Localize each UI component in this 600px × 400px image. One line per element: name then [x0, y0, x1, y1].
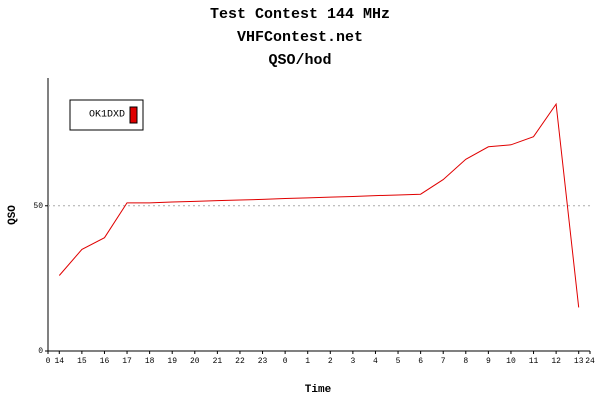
x-tick-label: 22: [235, 357, 245, 366]
x-tick-label: 0: [283, 357, 288, 366]
x-tick-label: 1: [305, 357, 310, 366]
x-tick-label: 14: [54, 357, 64, 366]
x-tick-label: 19: [167, 357, 177, 366]
legend-label: OK1DXD: [89, 110, 125, 121]
data-line: [58, 102, 580, 308]
x-tick-label: 5: [396, 357, 401, 366]
x-tick-label: 10: [506, 357, 516, 366]
x-tick-label: 16: [100, 357, 110, 366]
chart-subtitle: VHFContest.net: [237, 29, 363, 46]
x-tick-label: 15: [77, 357, 87, 366]
x-tick-label: 17: [122, 357, 132, 366]
x-tick-label: 9: [486, 357, 491, 366]
x-tick-label: 18: [145, 357, 155, 366]
chart-title: Test Contest 144 MHz: [210, 6, 390, 23]
y-tick-label: 50: [33, 202, 43, 211]
x-tick-label: 4: [373, 357, 378, 366]
x-tick-label: 23: [258, 357, 268, 366]
x-tick-label: 21: [213, 357, 223, 366]
x-tick-label: 24: [585, 357, 595, 366]
x-tick-label: 7: [441, 357, 446, 366]
x-axis-label: Time: [305, 384, 332, 396]
legend-swatch: [129, 106, 138, 124]
x-tick-label: 6: [418, 357, 423, 366]
y-axis-label: QSO: [7, 205, 19, 225]
chart-subtitle: QSO/hod: [268, 52, 331, 69]
x-tick-label: 0: [46, 357, 51, 366]
x-tick-label: 3: [350, 357, 355, 366]
x-tick-label: 12: [551, 357, 561, 366]
x-tick-label: 20: [190, 357, 200, 366]
x-tick-label: 2: [328, 357, 333, 366]
y-tick-label: 0: [38, 347, 43, 356]
x-tick-label: 13: [574, 357, 584, 366]
x-tick-label: 11: [529, 357, 539, 366]
x-tick-label: 8: [463, 357, 468, 366]
